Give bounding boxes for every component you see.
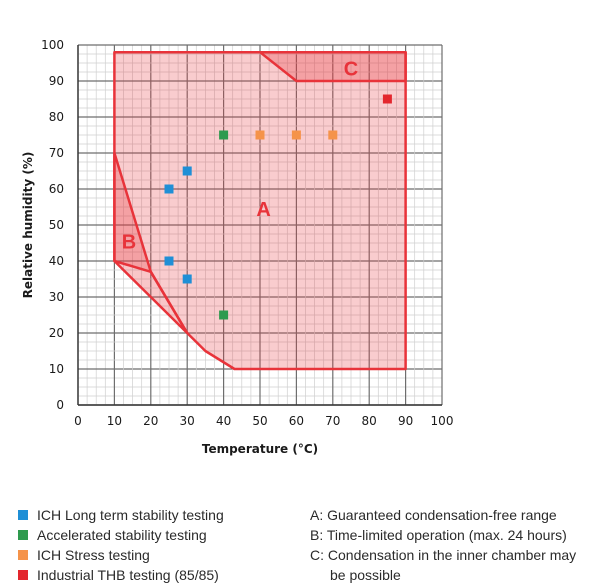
legend-swatch-green — [18, 530, 28, 540]
y-tick-label: 60 — [49, 182, 64, 196]
data-point-s2-p1 — [291, 130, 301, 140]
y-tick-label: 100 — [41, 38, 64, 52]
climate-chart: A B C 0 10 20 30 40 50 60 70 80 90 100 0 10 20 30 40 50 60 7… — [21, 38, 453, 456]
region-label-c: C — [344, 58, 358, 80]
region-label-b: B — [122, 231, 136, 253]
y-tick-label: 30 — [49, 290, 64, 304]
note-c-continued: be possible — [330, 567, 401, 583]
y-tick-label: 50 — [49, 218, 64, 232]
x-tick-label: 50 — [252, 414, 267, 428]
legend: ICH Long term stability testing Accelera… — [18, 505, 308, 585]
legend-item-stress: ICH Stress testing — [18, 545, 308, 565]
x-tick-label: 0 — [74, 414, 82, 428]
x-tick-label: 30 — [180, 414, 195, 428]
legend-item-long-term: ICH Long term stability testing — [18, 505, 308, 525]
region-a-outline — [113, 50, 407, 371]
legend-label: Industrial THB testing (85/85) — [37, 567, 219, 583]
x-tick-label: 10 — [107, 414, 122, 428]
data-point-s1-p0 — [219, 130, 229, 140]
y-axis-label: Relative humidity (%) — [21, 152, 35, 299]
chart-ticks: 0 10 20 30 40 50 60 70 80 90 100 0 10 20 30 40 50 60 70 80 9… — [41, 38, 453, 428]
legend-item-thb: Industrial THB testing (85/85) — [18, 565, 308, 585]
legend-item-accelerated: Accelerated stability testing — [18, 525, 308, 545]
x-tick-label: 40 — [216, 414, 231, 428]
data-point-s0-p3 — [182, 274, 192, 284]
y-tick-label: 10 — [49, 362, 64, 376]
legend-swatch-blue — [18, 510, 28, 520]
legend-label: ICH Long term stability testing — [37, 507, 224, 523]
note-b: B: Time-limited operation (max. 24 hours… — [310, 527, 567, 543]
x-tick-label: 100 — [431, 414, 454, 428]
data-point-s0-p0 — [164, 184, 174, 194]
chart-regions: A B C — [113, 50, 407, 371]
x-tick-label: 90 — [398, 414, 413, 428]
x-tick-label: 60 — [289, 414, 304, 428]
chart-points — [164, 94, 392, 320]
chart-grid — [77, 44, 443, 406]
x-tick-label: 80 — [362, 414, 377, 428]
y-tick-label: 90 — [49, 74, 64, 88]
note-c: C: Condensation in the inner chamber may — [310, 547, 577, 563]
data-point-s0-p1 — [182, 166, 192, 176]
data-point-s2-p2 — [328, 130, 338, 140]
y-tick-label: 40 — [49, 254, 64, 268]
legend-swatch-red — [18, 570, 28, 580]
y-tick-label: 20 — [49, 326, 64, 340]
legend-label: ICH Stress testing — [37, 547, 150, 563]
data-point-s2-p0 — [255, 130, 265, 140]
data-point-s3-p0 — [382, 94, 392, 104]
legend-swatch-orange — [18, 550, 28, 560]
data-point-s1-p1 — [219, 310, 229, 320]
x-tick-label: 20 — [143, 414, 158, 428]
x-axis-label: Temperature (°C) — [202, 442, 318, 456]
region-notes: A: Guaranteed condensation-free range B:… — [310, 505, 595, 585]
y-tick-label: 70 — [49, 146, 64, 160]
note-a: A: Guaranteed condensation-free range — [310, 507, 557, 523]
data-point-s0-p2 — [164, 256, 174, 266]
region-label-a: A — [256, 199, 270, 221]
y-tick-label: 80 — [49, 110, 64, 124]
legend-label: Accelerated stability testing — [37, 527, 207, 543]
chart-axes — [77, 45, 442, 406]
x-tick-label: 70 — [325, 414, 340, 428]
y-tick-label: 0 — [56, 398, 64, 412]
